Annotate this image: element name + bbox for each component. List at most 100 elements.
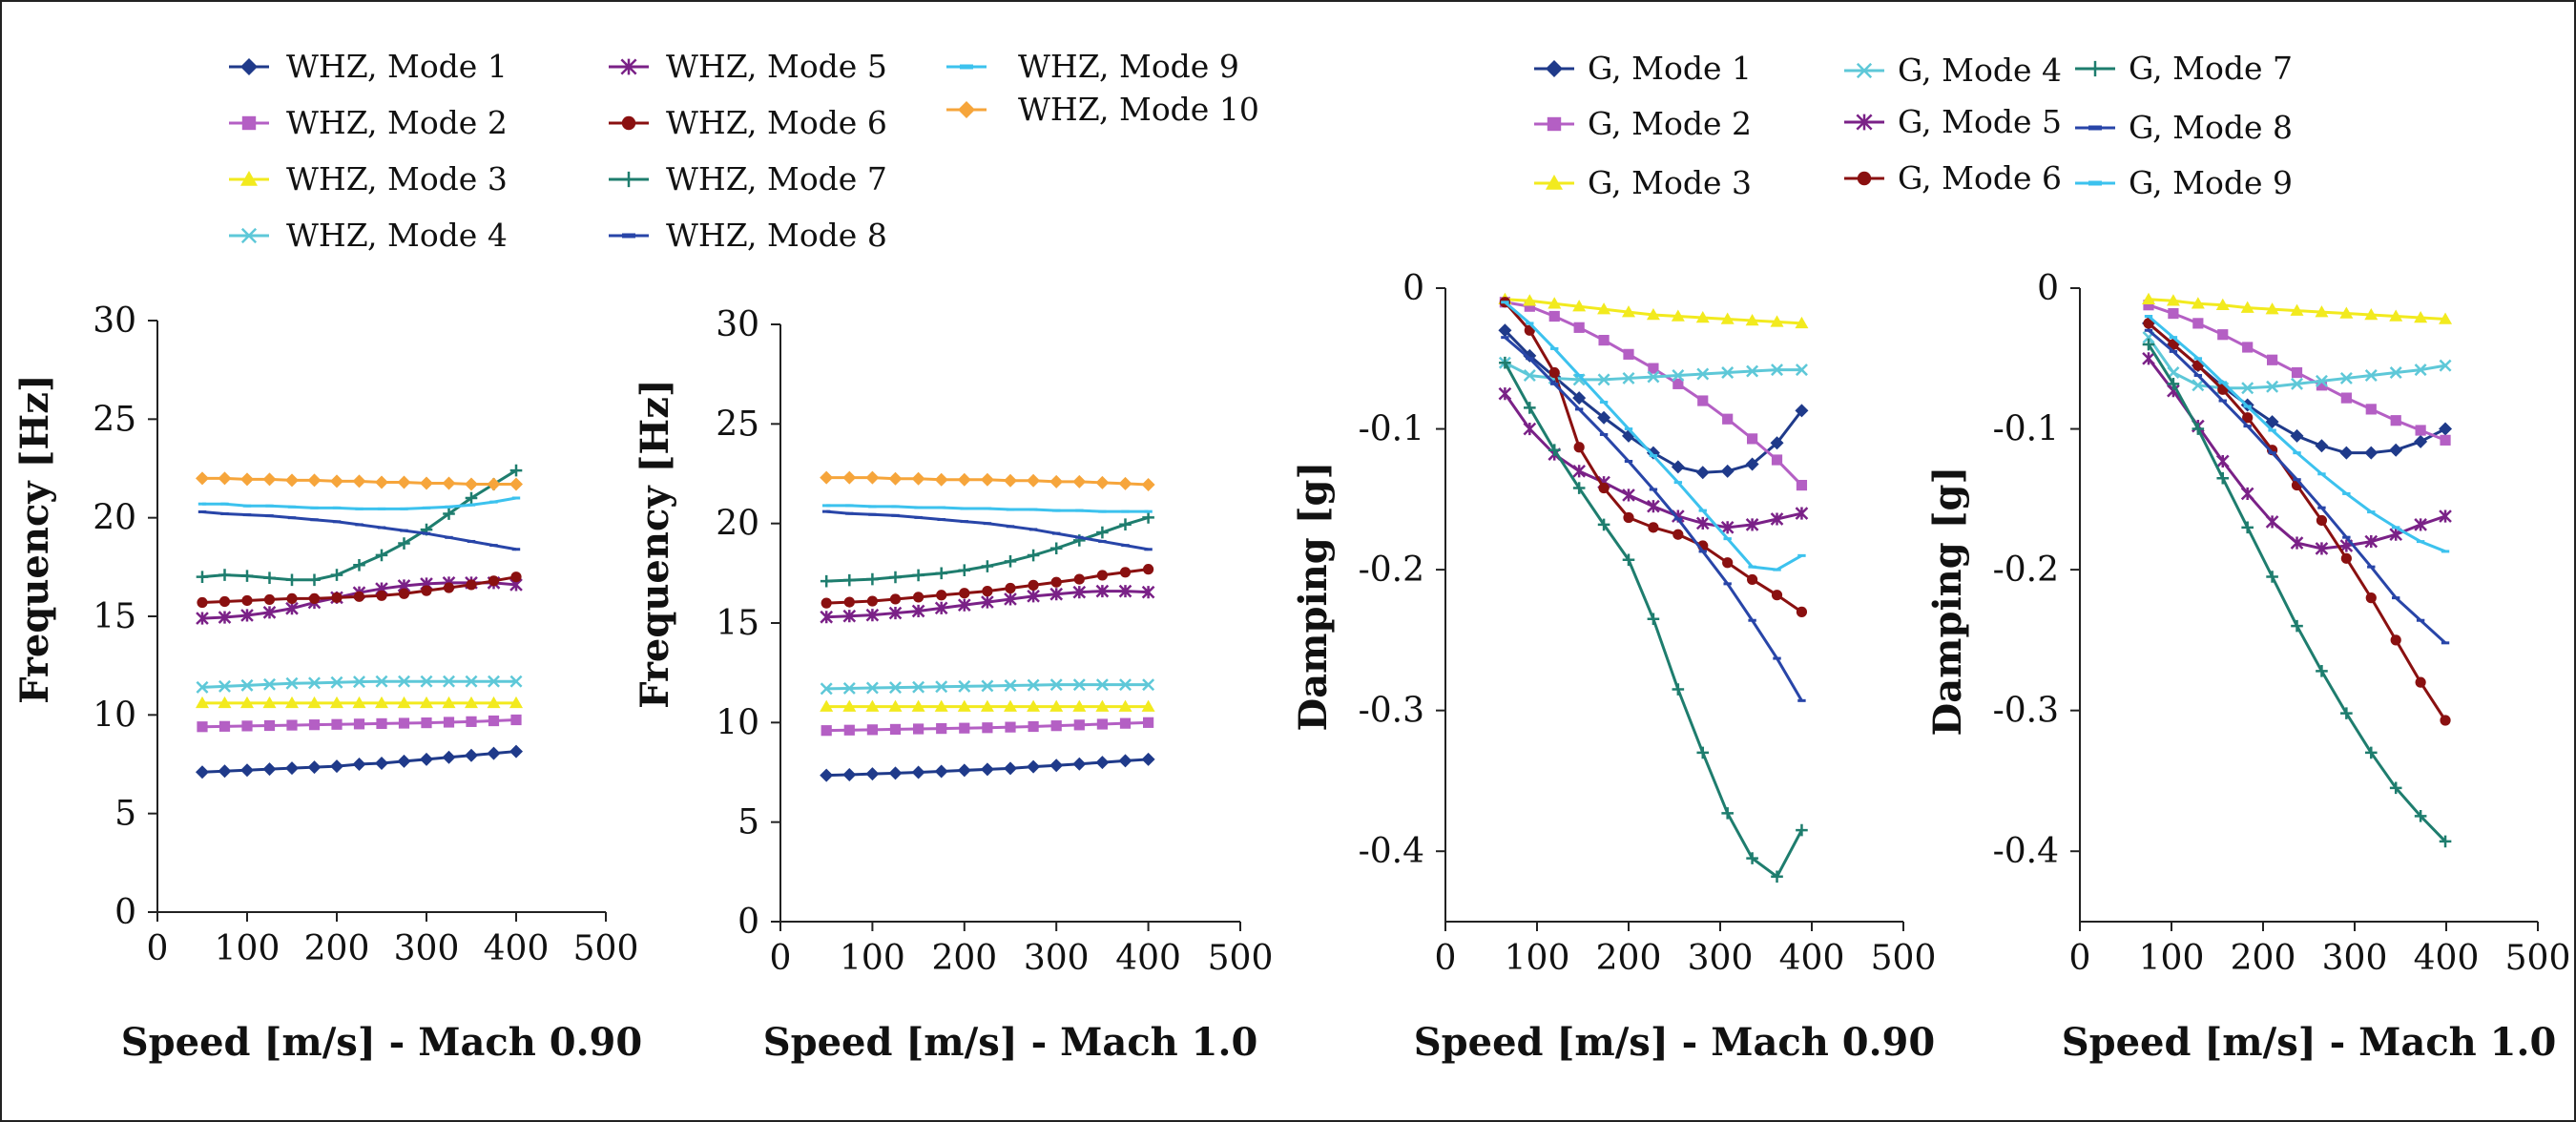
legend-label: G, Mode 3 xyxy=(1588,164,1752,201)
data-point xyxy=(843,573,856,587)
data-point xyxy=(398,675,410,688)
data-point xyxy=(2439,835,2452,848)
data-point xyxy=(866,724,878,736)
data-point xyxy=(1795,507,1809,520)
x-tick-label: 200 xyxy=(304,929,370,968)
data-point xyxy=(2315,305,2329,318)
data-point xyxy=(465,675,478,688)
data-point xyxy=(866,595,879,607)
data-point xyxy=(2389,366,2402,380)
data-point xyxy=(1073,573,1085,585)
data-point xyxy=(1049,474,1064,488)
data-point xyxy=(286,719,298,731)
data-point xyxy=(1524,301,1535,312)
data-point xyxy=(957,598,971,613)
data-point xyxy=(488,575,500,587)
data-point xyxy=(197,721,208,733)
legend-symbol xyxy=(229,227,269,244)
data-point xyxy=(2192,318,2204,329)
data-point xyxy=(1141,699,1155,712)
data-point xyxy=(1141,585,1155,599)
x-tick-label: 200 xyxy=(1596,939,1662,978)
data-point xyxy=(262,762,277,777)
data-point xyxy=(820,682,833,696)
data-point xyxy=(1697,395,1709,406)
data-point xyxy=(1721,807,1734,820)
data-point xyxy=(262,472,277,487)
legend-entry: G, Mode 1 xyxy=(1534,50,1752,87)
legend-label: WHZ, Mode 1 xyxy=(286,48,508,85)
legend-symbol xyxy=(1844,171,1884,186)
data-point xyxy=(330,569,343,581)
chart-damping-mach-090: 0 100 200 300 400 500 0 -0.1 -0.2 -0.3 -0.4 Speed [… xyxy=(1291,269,1936,1065)
data-point xyxy=(2265,515,2279,529)
data-point xyxy=(2439,359,2452,372)
data-point xyxy=(443,675,455,688)
data-point xyxy=(330,759,343,774)
series-whz-mode-5 xyxy=(820,584,1155,624)
data-point xyxy=(1770,512,1784,526)
data-point xyxy=(1027,473,1041,488)
x-tick-label: 200 xyxy=(2231,939,2296,978)
series-whz-mode-10 xyxy=(820,470,1155,491)
legend-label: G, Mode 4 xyxy=(1898,52,2062,89)
data-point xyxy=(842,699,857,712)
data-point xyxy=(2316,514,2328,527)
data-point xyxy=(2340,552,2352,564)
data-point xyxy=(2143,318,2154,329)
legend-label: WHZ, Mode 4 xyxy=(286,217,508,254)
data-point xyxy=(1119,567,1132,578)
data-point xyxy=(1142,678,1155,692)
series-whz-mode-6 xyxy=(197,571,522,609)
data-point xyxy=(959,722,970,734)
data-point xyxy=(2365,404,2377,415)
data-point xyxy=(2216,471,2230,485)
series-whz-mode-1 xyxy=(820,752,1155,782)
legend-symbol xyxy=(946,101,987,118)
data-point xyxy=(285,676,299,690)
data-point xyxy=(1747,433,1758,445)
data-point xyxy=(820,699,834,712)
data-point xyxy=(843,596,855,608)
legend-label: WHZ, Mode 8 xyxy=(666,217,887,254)
data-point xyxy=(218,471,232,486)
data-point xyxy=(2364,746,2378,759)
data-point xyxy=(1004,699,1017,712)
data-point xyxy=(465,696,478,709)
axes: 0 100 200 300 400 500 0 -0.1 -0.2 -0.3 -0.4 xyxy=(1359,269,1937,978)
data-point xyxy=(466,716,477,727)
data-point xyxy=(1695,466,1710,480)
legend-symbol xyxy=(229,115,269,131)
legend-label: WHZ, Mode 3 xyxy=(286,160,508,197)
data-point xyxy=(1672,369,1685,382)
data-point xyxy=(1671,460,1685,474)
y-axis-title: Damping [g] xyxy=(1291,462,1336,732)
data-point xyxy=(1547,116,1562,132)
data-point xyxy=(888,606,903,620)
x-tick-label: 200 xyxy=(931,939,997,978)
data-point xyxy=(510,714,522,726)
data-point xyxy=(1049,678,1063,692)
data-point xyxy=(1746,364,1759,378)
data-point xyxy=(982,586,993,597)
data-point xyxy=(1548,310,1560,322)
data-point xyxy=(376,590,387,601)
data-point xyxy=(1720,464,1735,478)
data-point xyxy=(1622,371,1635,384)
legend-label: WHZ, Mode 7 xyxy=(666,160,887,197)
data-point xyxy=(2217,329,2229,341)
data-point xyxy=(196,471,209,486)
legend-symbol xyxy=(229,58,269,75)
data-point xyxy=(1119,518,1132,531)
x-tick-label: 300 xyxy=(1688,939,1754,978)
data-point xyxy=(2215,298,2230,310)
data-point xyxy=(308,592,321,605)
data-point xyxy=(1597,302,1611,315)
series-whz-mode-8 xyxy=(197,509,521,551)
data-point xyxy=(2166,294,2180,306)
data-point xyxy=(1623,511,1634,524)
data-point xyxy=(1096,570,1108,581)
data-point xyxy=(1027,549,1040,562)
data-point xyxy=(889,681,902,695)
